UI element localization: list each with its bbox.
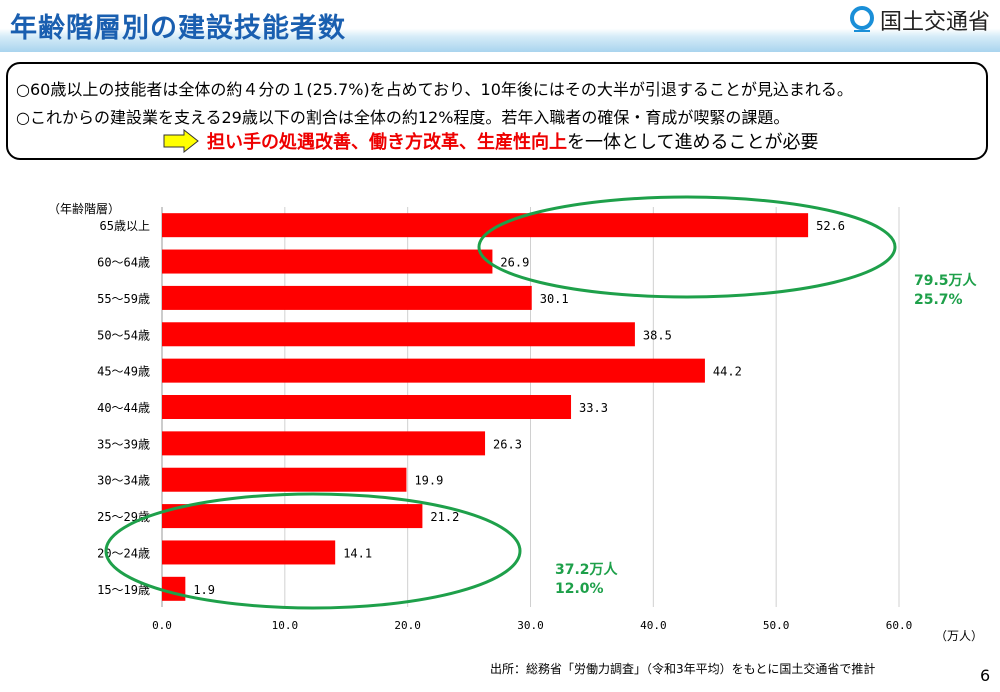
highlight-ellipse-lower: [104, 492, 522, 610]
bar: [162, 358, 705, 383]
annotation-lower-percent: 12.0%: [555, 581, 604, 597]
data-label: 1.9: [193, 583, 215, 597]
x-tick-label: 30.0: [517, 619, 544, 632]
page-title: 年齢階層別の建設技能者数: [10, 13, 346, 44]
y-tick-label: 65歳以上: [100, 219, 150, 233]
summary-line-2: ○これからの建設業を支える29歳以下の割合は全体の約12%程度。若年入職者の確保…: [16, 108, 790, 127]
x-tick-label: 40.0: [640, 619, 667, 632]
data-label: 19.9: [414, 474, 443, 488]
bar: [162, 395, 572, 419]
y-tick-label: 20～24歳: [97, 546, 150, 560]
ministry-logo: 国土交通省: [849, 4, 990, 36]
y-axis-title: （年齢階層）: [48, 201, 120, 216]
annotation-lower: 37.2万人 12.0%: [555, 561, 618, 599]
page-number: 6: [980, 666, 991, 685]
data-label: 26.3: [493, 437, 522, 451]
y-tick-label: 15～19歳: [97, 583, 150, 597]
conclusion-line: 担い手の処遇改善、働き方改革、生産性向上を一体として進めることが必要: [163, 128, 818, 154]
highlight-ellipse-upper: [477, 195, 897, 299]
bar: [162, 576, 186, 601]
x-axis-unit: （万人）: [935, 629, 983, 643]
summary-line-1: ○60歳以上の技能者は全体の約４分の１(25.7%)を占めており、10年後にはそ…: [16, 80, 853, 99]
annotation-upper: 79.5万人 25.7%: [914, 272, 977, 310]
bar: [162, 540, 336, 565]
x-tick-label: 50.0: [763, 619, 790, 632]
y-tick-label: 45～49歳: [97, 365, 150, 379]
bar: [162, 431, 486, 456]
y-tick-label: 25～29歳: [97, 510, 150, 524]
x-tick-label: 10.0: [272, 619, 299, 632]
x-tick-label: 60.0: [886, 619, 913, 632]
x-tick-label: 0.0: [152, 619, 172, 632]
y-tick-label: 30～34歳: [97, 474, 150, 488]
bar: [162, 322, 635, 347]
source-note: 出所：総務省「労働力調査」（令和3年平均）をもとに国土交通省で推計: [490, 662, 876, 676]
y-tick-label: 40～44歳: [97, 401, 150, 415]
data-label: 52.6: [816, 219, 845, 233]
logo-text: 国土交通省: [879, 10, 990, 35]
annotation-lower-count: 37.2万人: [555, 562, 618, 578]
bar: [162, 249, 493, 274]
data-label: 33.3: [579, 401, 608, 415]
data-label: 26.9: [500, 256, 529, 270]
bar: [162, 285, 532, 310]
y-tick-label: 60～64歳: [97, 256, 150, 270]
x-tick-label: 20.0: [394, 619, 421, 632]
data-label: 14.1: [343, 546, 372, 560]
data-label: 44.2: [713, 365, 742, 379]
y-tick-label: 35～39歳: [97, 437, 150, 451]
ministry-emblem-icon: [849, 6, 874, 32]
bar: [162, 467, 407, 492]
y-tick-label: 50～54歳: [97, 328, 150, 342]
conclusion-highlight: 担い手の処遇改善、働き方改革、生産性向上: [207, 132, 567, 153]
summary-box: ○60歳以上の技能者は全体の約４分の１(25.7%)を占めており、10年後にはそ…: [6, 62, 988, 160]
annotation-upper-count: 79.5万人: [914, 273, 977, 289]
data-label: 38.5: [643, 328, 672, 342]
data-label: 21.2: [430, 510, 459, 524]
data-label: 30.1: [540, 292, 569, 306]
conclusion-rest: を一体として進めることが必要: [567, 132, 819, 153]
bar: [162, 504, 423, 529]
y-tick-label: 55～59歳: [97, 292, 150, 306]
header-band: [0, 0, 1000, 52]
arrow-right-icon: [163, 129, 199, 153]
annotation-upper-percent: 25.7%: [914, 292, 963, 308]
